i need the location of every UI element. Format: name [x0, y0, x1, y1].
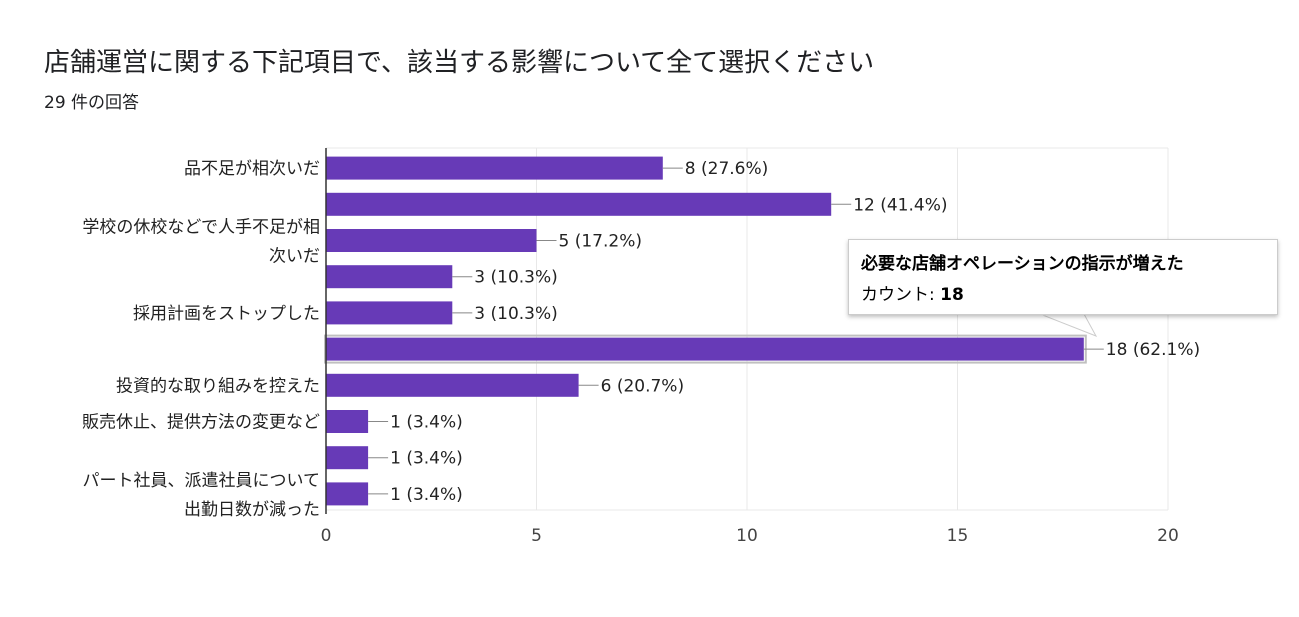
x-tick-label: 5 — [531, 526, 542, 546]
bar[interactable] — [326, 482, 369, 506]
category-label-line: パート社員、派遣社員について — [83, 471, 321, 491]
label-layer: 8 (27.6%) 品不足が相次いだ 12 (41.4%) 5 (17.2%) 学校の休… — [82, 159, 1200, 520]
category-label: 販売休止、提供方法の変更など — [82, 413, 320, 433]
category-label-line: 学校の休校などで人手不足が相 — [82, 218, 320, 238]
bar[interactable] — [326, 229, 537, 252]
data-label: 18 (62.1%) — [1106, 340, 1200, 360]
data-label: 1 (3.4%) — [390, 413, 463, 433]
x-tick-label: 0 — [321, 526, 332, 546]
x-tick-label: 20 — [1157, 526, 1179, 546]
bar[interactable] — [326, 156, 663, 180]
chart-title: 店舗運営に関する下記項目で、該当する影響について全て選択ください — [44, 48, 875, 78]
data-label: 1 (3.4%) — [390, 449, 463, 469]
axis-layer: 0 5 10 15 20 — [321, 148, 1179, 546]
data-label: 1 (3.4%) — [390, 485, 463, 505]
category-label-line: 次いだ — [269, 247, 320, 267]
data-label: 5 (17.2%) — [559, 232, 643, 252]
bar-tooltip: 必要な店舗オペレーションの指示が増えた カウント: 18 — [848, 239, 1278, 315]
response-count: 29 件の回答 — [44, 93, 140, 113]
data-label: 8 (27.6%) — [685, 159, 769, 179]
tooltip-pointer — [1040, 314, 1098, 337]
bar[interactable] — [326, 337, 1084, 361]
category-label: 品不足が相次いだ — [184, 159, 320, 179]
grid-layer — [326, 147, 1169, 511]
category-label: 投資的な取り組みを控えた — [116, 376, 320, 396]
bar[interactable] — [326, 410, 369, 433]
category-label-line: 出勤日数が減った — [184, 500, 320, 520]
bar[interactable] — [326, 192, 832, 216]
bar[interactable] — [326, 446, 369, 470]
bar[interactable] — [326, 373, 579, 397]
bar-layer — [324, 156, 1087, 506]
x-tick-label: 10 — [736, 526, 758, 546]
category-label: 採用計画をストップした — [133, 304, 320, 324]
tooltip-title: 必要な店舗オペレーションの指示が増えた — [861, 254, 1184, 274]
data-label: 6 (20.7%) — [601, 376, 685, 396]
data-label: 3 (10.3%) — [474, 268, 558, 288]
bar[interactable] — [326, 301, 453, 325]
tooltip-count-label: カウント: — [861, 285, 941, 305]
tooltip-count-value: 18 — [940, 285, 964, 305]
bar[interactable] — [326, 265, 453, 289]
data-label: 3 (10.3%) — [474, 304, 558, 324]
data-label: 12 (41.4%) — [853, 195, 947, 215]
x-tick-label: 15 — [947, 526, 969, 546]
tooltip-count-line: カウント: 18 — [861, 280, 1265, 305]
